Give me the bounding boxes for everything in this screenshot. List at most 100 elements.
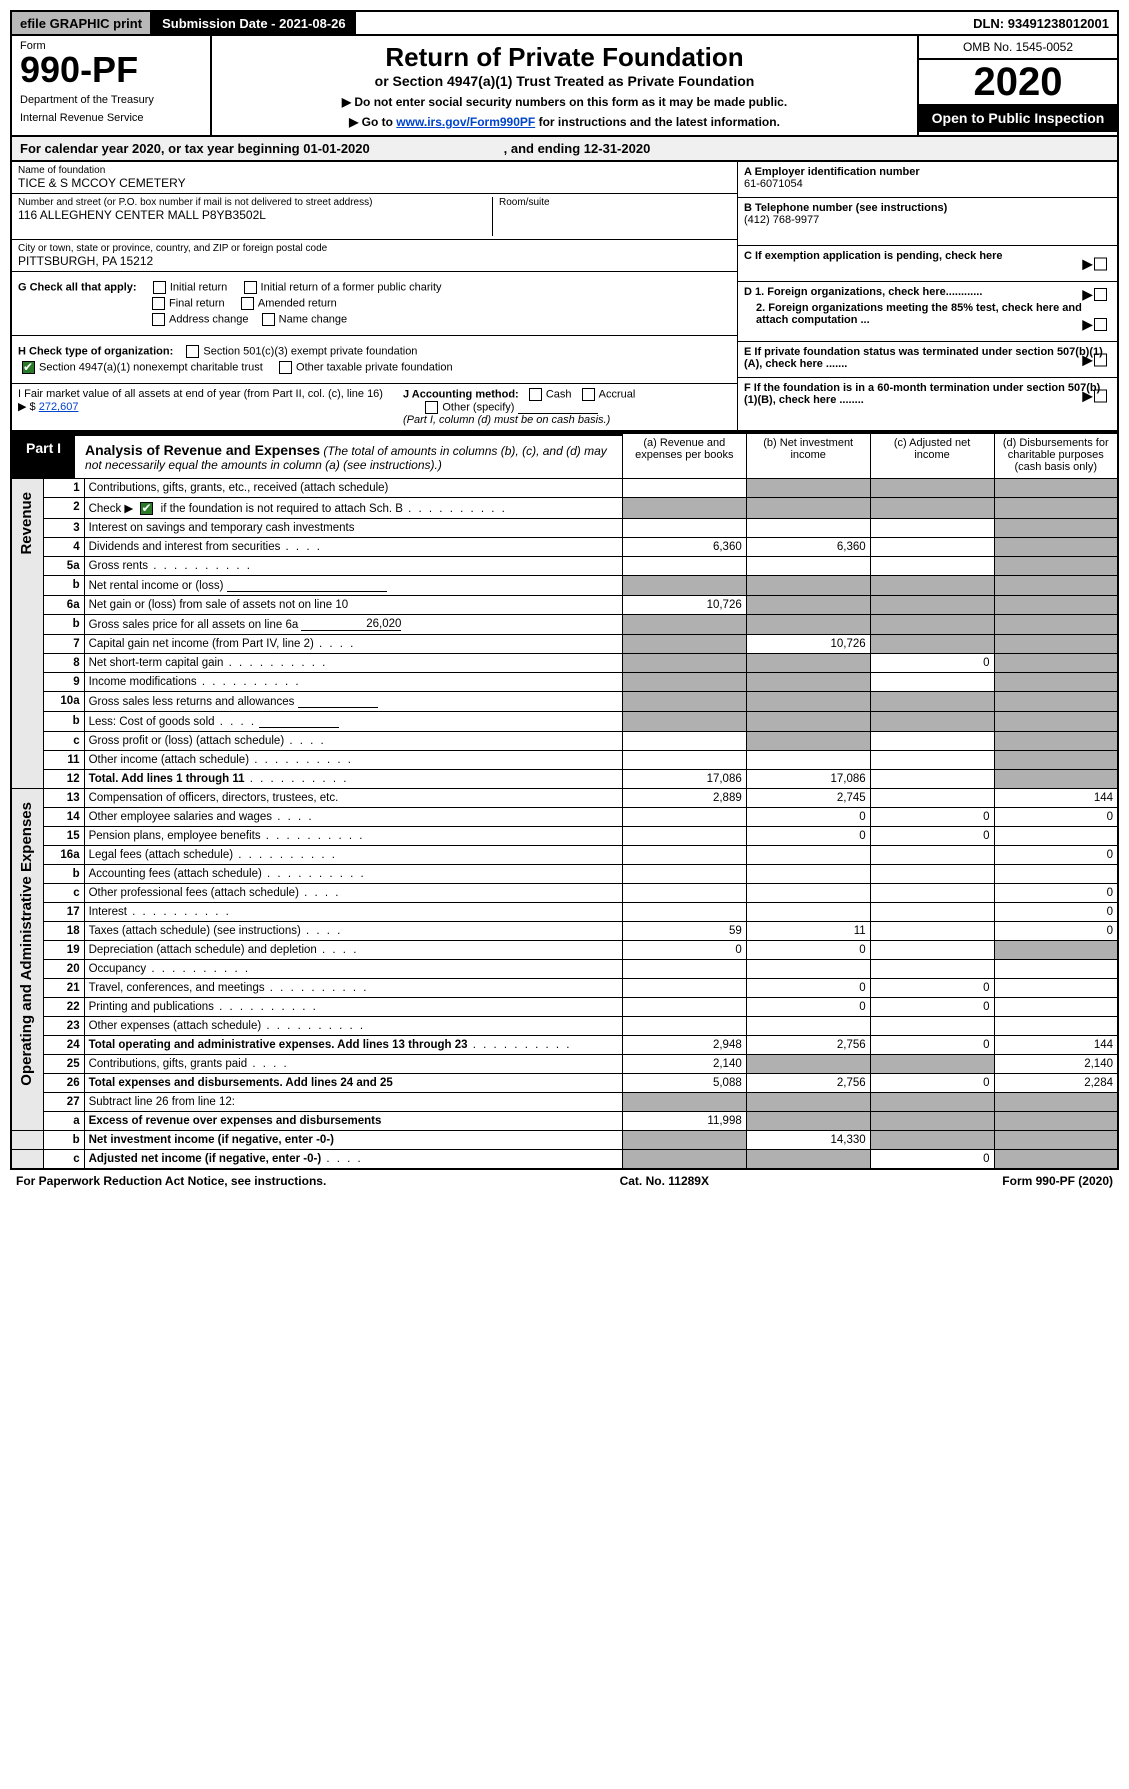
cell-value: 0 (746, 808, 870, 827)
g-initial-former-checkbox[interactable] (244, 281, 257, 294)
g-address-checkbox[interactable] (152, 313, 165, 326)
arrow-icon: ▶ (1082, 388, 1093, 405)
cell-value: 0 (870, 654, 994, 673)
table-row: 12Total. Add lines 1 through 1117,08617,… (11, 770, 1118, 789)
line-num: a (43, 1112, 84, 1131)
expenses-side: Operating and Administrative Expenses (16, 792, 37, 1096)
g-final-checkbox[interactable] (152, 297, 165, 310)
line-num: 27 (43, 1093, 84, 1112)
g-o1: Initial return (170, 281, 227, 293)
g-o5: Address change (169, 313, 249, 325)
line-desc: Net gain or (loss) from sale of assets n… (84, 596, 622, 615)
col-a-header: (a) Revenue and expenses per books (622, 433, 746, 479)
cell-value: 2,745 (746, 789, 870, 808)
header-mid: Return of Private Foundation or Section … (212, 36, 917, 135)
table-row: 27Subtract line 26 from line 12: (11, 1093, 1118, 1112)
line-desc: Gross sales price for all assets on line… (84, 615, 622, 635)
line-num: 13 (43, 789, 84, 808)
line-desc: Net short-term capital gain (84, 654, 622, 673)
c-text: C If exemption application is pending, c… (744, 250, 1003, 262)
line-num: 2 (43, 498, 84, 519)
g-o2: Initial return of a former public charit… (261, 281, 442, 293)
identity-block: Name of foundation TICE & S MCCOY CEMETE… (10, 162, 1119, 432)
d1-checkbox[interactable] (1094, 288, 1107, 301)
addr-label: Number and street (or P.O. box number if… (18, 197, 731, 208)
cell-value: 5,088 (622, 1074, 746, 1093)
table-row: 25Contributions, gifts, grants paid2,140… (11, 1055, 1118, 1074)
sch-b-checkbox[interactable] (140, 502, 153, 515)
j-accrual-checkbox[interactable] (582, 388, 595, 401)
g-initial-checkbox[interactable] (153, 281, 166, 294)
g-label: G Check all that apply: (18, 281, 137, 293)
b-label: B Telephone number (see instructions) (744, 202, 947, 214)
line-num: 3 (43, 519, 84, 538)
line-num: 5a (43, 557, 84, 576)
c-row: C If exemption application is pending, c… (738, 246, 1117, 282)
table-row: 19Depreciation (attach schedule) and dep… (11, 941, 1118, 960)
c-checkbox[interactable] (1094, 257, 1107, 270)
calendar-row: For calendar year 2020, or tax year begi… (10, 137, 1119, 162)
note2-a: ▶ Go to (349, 115, 396, 129)
j-cash: Cash (546, 388, 572, 400)
cell-value: 59 (622, 922, 746, 941)
line-num: b (43, 865, 84, 884)
cell-value: 6,360 (746, 538, 870, 557)
e-checkbox[interactable] (1094, 353, 1107, 366)
table-row: Operating and Administrative Expenses 13… (11, 789, 1118, 808)
line-num: 6a (43, 596, 84, 615)
line-num: 18 (43, 922, 84, 941)
cal-begin: 01-01-2020 (303, 141, 370, 156)
table-row: aExcess of revenue over expenses and dis… (11, 1112, 1118, 1131)
line-desc: Depreciation (attach schedule) and deple… (84, 941, 622, 960)
foot-mid: Cat. No. 11289X (620, 1174, 709, 1188)
dept: Department of the Treasury (20, 94, 202, 106)
f-checkbox[interactable] (1094, 390, 1107, 403)
table-row: 18Taxes (attach schedule) (see instructi… (11, 922, 1118, 941)
line-num: 1 (43, 479, 84, 498)
table-row: bLess: Cost of goods sold (11, 712, 1118, 732)
line-num: 8 (43, 654, 84, 673)
table-row: cAdjusted net income (if negative, enter… (11, 1150, 1118, 1170)
foundation-name: TICE & S MCCOY CEMETERY (18, 176, 731, 190)
line-desc: Taxes (attach schedule) (see instruction… (84, 922, 622, 941)
line-desc: Occupancy (84, 960, 622, 979)
col-c-header: (c) Adjusted net income (870, 433, 994, 479)
line-num: c (43, 1150, 84, 1170)
line-num: 22 (43, 998, 84, 1017)
table-row: 14Other employee salaries and wages000 (11, 808, 1118, 827)
table-row: 11Other income (attach schedule) (11, 751, 1118, 770)
j-other-checkbox[interactable] (425, 401, 438, 414)
line-desc: Gross profit or (loss) (attach schedule) (84, 732, 622, 751)
cell-value: 0 (870, 808, 994, 827)
line-desc: Gross rents (84, 557, 622, 576)
cell-value: 144 (994, 1036, 1118, 1055)
g-name-checkbox[interactable] (262, 313, 275, 326)
d2-checkbox[interactable] (1094, 318, 1107, 331)
cell-value: 11 (746, 922, 870, 941)
cell-value: 144 (994, 789, 1118, 808)
efile-print-button[interactable]: efile GRAPHIC print (12, 12, 152, 34)
table-row: bGross sales price for all assets on lin… (11, 615, 1118, 635)
table-row: cGross profit or (loss) (attach schedule… (11, 732, 1118, 751)
line-desc: Contributions, gifts, grants, etc., rece… (84, 479, 622, 498)
col-b-header: (b) Net investment income (746, 433, 870, 479)
table-row: Revenue 1Contributions, gifts, grants, e… (11, 479, 1118, 498)
instructions-link[interactable]: www.irs.gov/Form990PF (396, 115, 535, 129)
revenue-side: Revenue (16, 482, 37, 565)
line-num: 23 (43, 1017, 84, 1036)
h-other-checkbox[interactable] (279, 361, 292, 374)
h-501c3-checkbox[interactable] (186, 345, 199, 358)
table-row: 23Other expenses (attach schedule) (11, 1017, 1118, 1036)
h-4947-checkbox[interactable] (22, 361, 35, 374)
line-num: 26 (43, 1074, 84, 1093)
j-cash-checkbox[interactable] (529, 388, 542, 401)
line-num: c (43, 732, 84, 751)
table-row: 10aGross sales less returns and allowanc… (11, 692, 1118, 712)
line-desc: Net investment income (if negative, ente… (84, 1131, 622, 1150)
g-o3: Final return (169, 297, 225, 309)
note-1: ▶ Do not enter social security numbers o… (222, 95, 907, 109)
cell-value: 14,330 (746, 1131, 870, 1150)
g-amended-checkbox[interactable] (241, 297, 254, 310)
j-accrual: Accrual (599, 388, 636, 400)
city-value: PITTSBURGH, PA 15212 (18, 254, 731, 268)
